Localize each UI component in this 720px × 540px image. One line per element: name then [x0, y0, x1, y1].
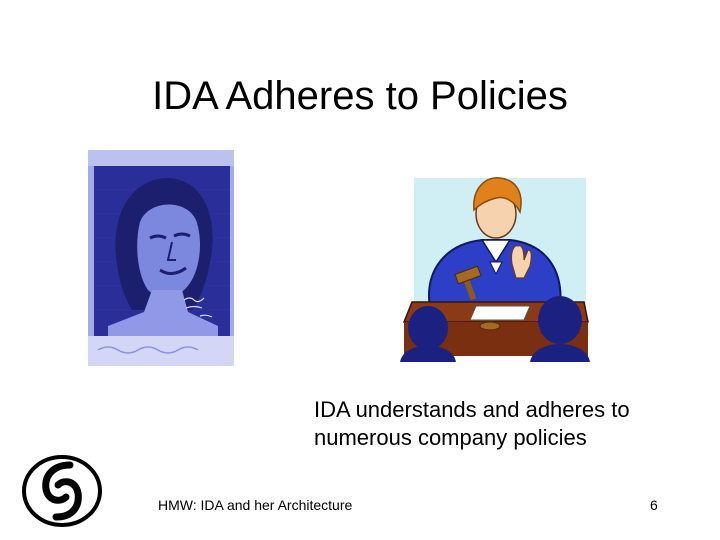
logo-mark-icon: [22, 455, 102, 527]
mural-portrait-image: [88, 150, 234, 366]
body-line-1: IDA understands and adheres to: [314, 397, 630, 422]
footer-caption: HMW: IDA and her Architecture: [158, 497, 353, 513]
slide-title: IDA Adheres to Policies: [152, 74, 568, 118]
judge-clipart-image: [400, 177, 590, 362]
body-line-2: numerous company policies: [314, 425, 587, 450]
slide-body-text: IDA understands and adheres to numerous …: [314, 396, 704, 452]
page-number: 6: [650, 497, 658, 513]
